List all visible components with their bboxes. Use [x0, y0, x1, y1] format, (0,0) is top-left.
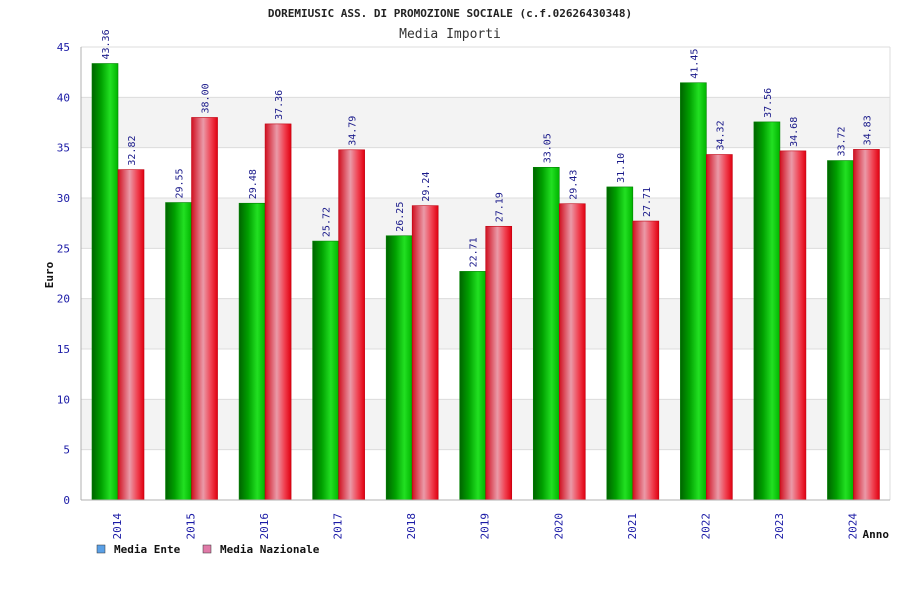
y-tick-label: 10 [57, 393, 70, 406]
y-tick-label: 40 [57, 91, 70, 104]
value-label: 29.24 [421, 172, 432, 202]
value-label: 43.36 [101, 29, 112, 59]
value-label: 22.71 [469, 237, 480, 267]
bar-media-ente-2014 [91, 63, 119, 501]
value-label: 34.68 [789, 117, 800, 147]
value-label: 27.19 [495, 192, 506, 222]
bar-media-ente-2024 [827, 160, 854, 501]
y-tick-label: 5 [63, 444, 70, 457]
value-label: 37.56 [763, 88, 774, 118]
x-tick-label: 2024 [846, 513, 859, 540]
value-label: 32.82 [127, 136, 138, 166]
bar-media-ente-2023 [753, 121, 781, 501]
bar-media-nazionale-2016 [264, 123, 292, 501]
x-tick-label: 2017 [332, 513, 345, 540]
y-tick-label: 0 [63, 494, 70, 507]
bar-media-nazionale-2018 [411, 205, 439, 501]
value-label: 26.25 [395, 202, 406, 232]
legend: Media Ente Media Nazionale [96, 543, 320, 556]
y-axis-ticks: 0 5 10 15 20 25 30 35 40 45 [57, 41, 70, 507]
value-label: 27.71 [642, 187, 653, 217]
value-label: 29.43 [568, 170, 579, 200]
bar-media-nazionale-2023 [779, 150, 807, 501]
value-label: 41.45 [689, 49, 700, 79]
x-tick-label: 2021 [626, 513, 639, 540]
chart-title: DOREMIUSIC ASS. DI PROMOZIONE SOCIALE (c… [268, 7, 632, 20]
bar-media-nazionale-2024 [853, 149, 880, 501]
bar-media-ente-2016 [238, 202, 266, 501]
value-label: 38.00 [201, 83, 212, 113]
bar-media-ente-2015 [165, 202, 192, 501]
value-label: 37.36 [274, 90, 285, 120]
plot-band [81, 47, 890, 98]
x-tick-label: 2022 [699, 513, 712, 540]
bar-media-ente-2019 [459, 271, 487, 501]
value-label: 33.72 [836, 126, 847, 156]
y-tick-label: 20 [57, 293, 70, 306]
value-label: 25.72 [322, 207, 333, 237]
legend-swatch-media-ente [96, 544, 106, 554]
y-tick-label: 25 [57, 242, 70, 255]
legend-label-media-nazionale: Media Nazionale [220, 543, 320, 556]
bar-media-ente-2022 [680, 82, 707, 501]
value-label: 29.55 [175, 168, 186, 198]
x-tick-label: 2023 [773, 513, 786, 540]
x-tick-label: 2015 [185, 513, 198, 540]
y-axis-label: Euro [43, 261, 56, 288]
bar-media-nazionale-2022 [706, 154, 733, 501]
x-axis-ticks: 2014 2015 2016 2017 2018 2019 2020 2021 2022 2023… [111, 513, 859, 540]
y-tick-label: 30 [57, 192, 70, 205]
value-label: 29.48 [248, 169, 259, 199]
bar-media-nazionale-2019 [485, 225, 513, 501]
x-tick-label: 2019 [479, 513, 492, 540]
bar-media-ente-2021 [606, 186, 634, 501]
value-label: 31.10 [616, 153, 627, 183]
x-tick-label: 2020 [552, 513, 565, 540]
x-axis-label: Anno [863, 528, 890, 541]
bar-media-nazionale-2017 [338, 149, 365, 501]
value-label: 34.83 [862, 115, 873, 145]
value-labels: 43.36 32.82 29.55 38.00 29.48 37.36 25.72 34.79… [101, 29, 873, 267]
x-tick-label: 2016 [258, 513, 271, 540]
x-tick-label: 2018 [405, 513, 418, 540]
legend-label-media-ente: Media Ente [114, 543, 181, 556]
value-label: 34.32 [715, 120, 726, 150]
bar-media-nazionale-2015 [191, 117, 218, 501]
bar-media-nazionale-2014 [117, 169, 145, 501]
value-label: 33.05 [542, 133, 553, 163]
bar-media-nazionale-2021 [632, 220, 660, 501]
bars [91, 63, 880, 501]
bar-media-ente-2020 [532, 166, 560, 501]
value-label: 34.79 [348, 116, 359, 146]
bar-media-ente-2017 [312, 240, 339, 501]
legend-swatch-media-nazionale [202, 544, 212, 554]
y-tick-label: 15 [57, 343, 70, 356]
y-tick-label: 35 [57, 142, 70, 155]
bar-media-nazionale-2020 [558, 203, 586, 501]
x-tick-label: 2014 [111, 513, 124, 540]
y-tick-label: 45 [57, 41, 70, 54]
chart-subtitle: Media Importi [399, 27, 501, 42]
bar-media-ente-2018 [385, 235, 413, 501]
